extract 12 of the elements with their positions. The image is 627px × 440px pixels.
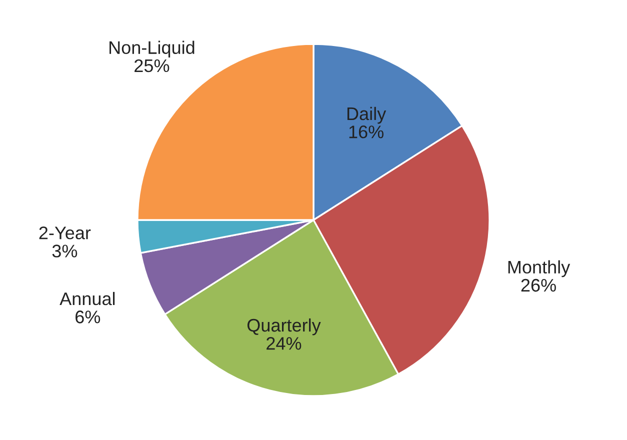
slice-label: Daily bbox=[347, 106, 386, 124]
data-label: 16% bbox=[349, 126, 384, 138]
slice-label: Quarterly bbox=[247, 318, 321, 336]
slice-label: Non-Liquid bbox=[110, 40, 194, 58]
slice-label: 2-Year bbox=[39, 226, 91, 240]
data-label: 6% bbox=[76, 310, 100, 324]
slice-label: Annual bbox=[60, 292, 115, 306]
slice-label: Monthly bbox=[508, 260, 570, 278]
data-label: 3% bbox=[52, 244, 78, 258]
data-label: 26% bbox=[521, 278, 556, 292]
data-label: 24% bbox=[266, 337, 302, 350]
data-label: 25% bbox=[134, 59, 170, 72]
